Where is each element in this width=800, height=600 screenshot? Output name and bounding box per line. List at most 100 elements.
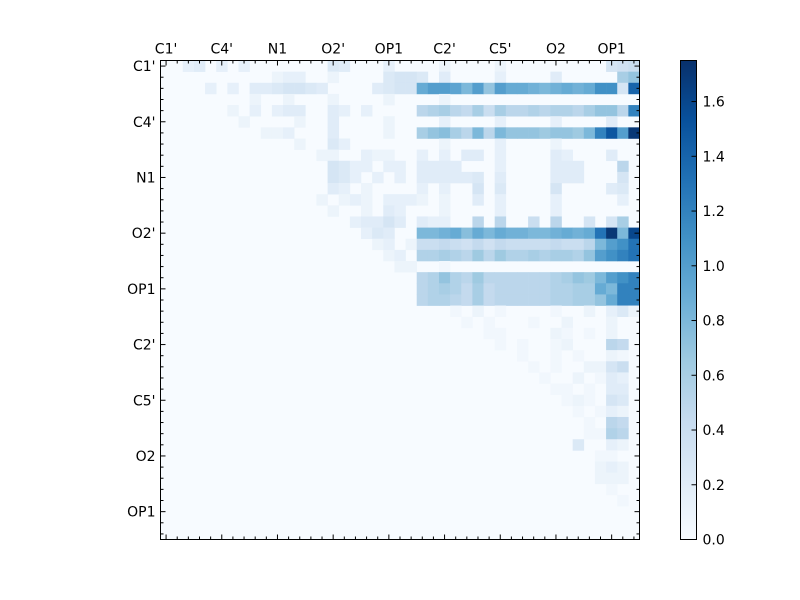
heatmap-cell xyxy=(383,149,395,162)
heatmap-cell xyxy=(550,105,562,117)
heatmap-cell xyxy=(617,216,629,228)
heatmap-cell xyxy=(238,60,250,72)
heatmap-cell xyxy=(438,138,451,150)
heatmap-cell xyxy=(394,171,406,184)
heatmap-cell xyxy=(438,82,451,95)
heatmap-cell xyxy=(383,216,395,228)
heatmap-cell xyxy=(628,272,640,284)
heatmap-cell xyxy=(338,171,351,184)
heatmap-cell xyxy=(606,327,618,340)
heatmap-cell xyxy=(450,283,462,295)
heatmap-cell xyxy=(483,238,495,251)
heatmap-cell xyxy=(617,383,629,395)
y-tick-label: N1 xyxy=(136,170,155,186)
heatmap-cell xyxy=(561,283,573,295)
heatmap-cell xyxy=(472,249,484,262)
heatmap-cell xyxy=(450,294,462,306)
heatmap-cell xyxy=(505,283,518,295)
heatmap-cell xyxy=(361,160,373,173)
heatmap-cell xyxy=(427,160,440,173)
heatmap-cell xyxy=(450,227,462,240)
heatmap-cell xyxy=(461,272,473,284)
heatmap-cell xyxy=(561,160,573,173)
heatmap-cell xyxy=(583,294,596,306)
heatmap-cell xyxy=(617,227,629,240)
y-tick-label: OP1 xyxy=(127,505,155,521)
heatmap-cell xyxy=(427,82,440,95)
heatmap-cell xyxy=(528,249,540,262)
heatmap-cell xyxy=(516,127,529,139)
heatmap-cell xyxy=(550,127,562,139)
heatmap-cell xyxy=(494,194,507,206)
heatmap-cell xyxy=(550,283,562,295)
heatmap-cell xyxy=(606,249,618,262)
heatmap-cell xyxy=(438,149,451,162)
y-tick-label: C1' xyxy=(133,59,156,75)
heatmap-cell xyxy=(283,105,295,117)
heatmap-cell xyxy=(361,105,373,117)
heatmap-cell xyxy=(606,60,618,72)
heatmap-cell xyxy=(528,316,540,329)
colorbar-tick-label: 0.2 xyxy=(703,478,725,494)
heatmap-cell xyxy=(628,227,640,240)
heatmap-cell xyxy=(550,383,562,395)
heatmap-cell xyxy=(561,327,573,340)
heatmap-cell xyxy=(438,116,451,128)
heatmap-cell xyxy=(494,327,507,340)
colorbar-tick-label: 0.8 xyxy=(703,314,725,330)
heatmap-cell xyxy=(327,160,340,173)
heatmap-cell xyxy=(483,283,495,295)
heatmap-cell xyxy=(394,82,406,95)
heatmap-cell xyxy=(283,71,295,84)
heatmap-cell xyxy=(427,171,440,184)
heatmap-cell xyxy=(628,82,640,95)
heatmap-cell xyxy=(594,272,607,284)
heatmap-cell xyxy=(472,294,484,306)
x-tick-label: C1' xyxy=(155,42,178,58)
heatmap-cell xyxy=(327,138,340,150)
heatmap-cell xyxy=(594,82,607,95)
heatmap-cell xyxy=(416,194,429,206)
y-tick-label: OP1 xyxy=(127,282,155,298)
heatmap-cell xyxy=(461,283,473,295)
y-tick-labels: C1' C4' N1 O2' OP1 C2' C5' O2 OP1 xyxy=(127,59,155,521)
heatmap-cell xyxy=(561,338,573,351)
heatmap-cell xyxy=(283,127,295,139)
heatmap-cell xyxy=(405,71,418,84)
heatmap-cell xyxy=(472,105,484,117)
heatmap-cell xyxy=(338,183,351,195)
heatmap-cell xyxy=(550,350,562,362)
heatmap-cell xyxy=(617,305,629,318)
heatmap-cell xyxy=(416,227,429,240)
heatmap-cell xyxy=(606,428,618,440)
heatmap-cell xyxy=(472,149,484,162)
heatmap-cell xyxy=(505,249,518,262)
heatmap-cell xyxy=(606,116,618,128)
x-tick-label: O2' xyxy=(321,42,345,58)
heatmap-cell xyxy=(438,294,451,306)
heatmap-cell xyxy=(450,160,462,173)
colorbar-tick-label: 1.4 xyxy=(703,149,725,165)
heatmap-cell xyxy=(594,283,607,295)
heatmap-cell xyxy=(461,105,473,117)
heatmap-cell xyxy=(606,149,618,162)
heatmap-cell xyxy=(338,160,351,173)
heatmap-cell xyxy=(572,294,585,306)
heatmap-cell xyxy=(461,294,473,306)
heatmap-cell xyxy=(494,127,507,139)
heatmap-cell xyxy=(539,238,551,251)
heatmap-cell xyxy=(550,238,562,251)
heatmap-cell xyxy=(617,439,629,451)
heatmap-cell xyxy=(594,472,607,485)
heatmap-cell xyxy=(383,194,395,206)
heatmap-cell xyxy=(516,249,529,262)
x-tick-label: C5' xyxy=(489,42,512,58)
heatmap-cell xyxy=(472,127,484,139)
heatmap-cell xyxy=(617,171,629,184)
heatmap-cell xyxy=(438,216,451,228)
heatmap-cell xyxy=(550,183,562,195)
heatmap-cell xyxy=(550,149,562,162)
heatmap-cell xyxy=(494,305,507,318)
heatmap-cell xyxy=(494,338,507,351)
heatmap-cell xyxy=(528,127,540,139)
